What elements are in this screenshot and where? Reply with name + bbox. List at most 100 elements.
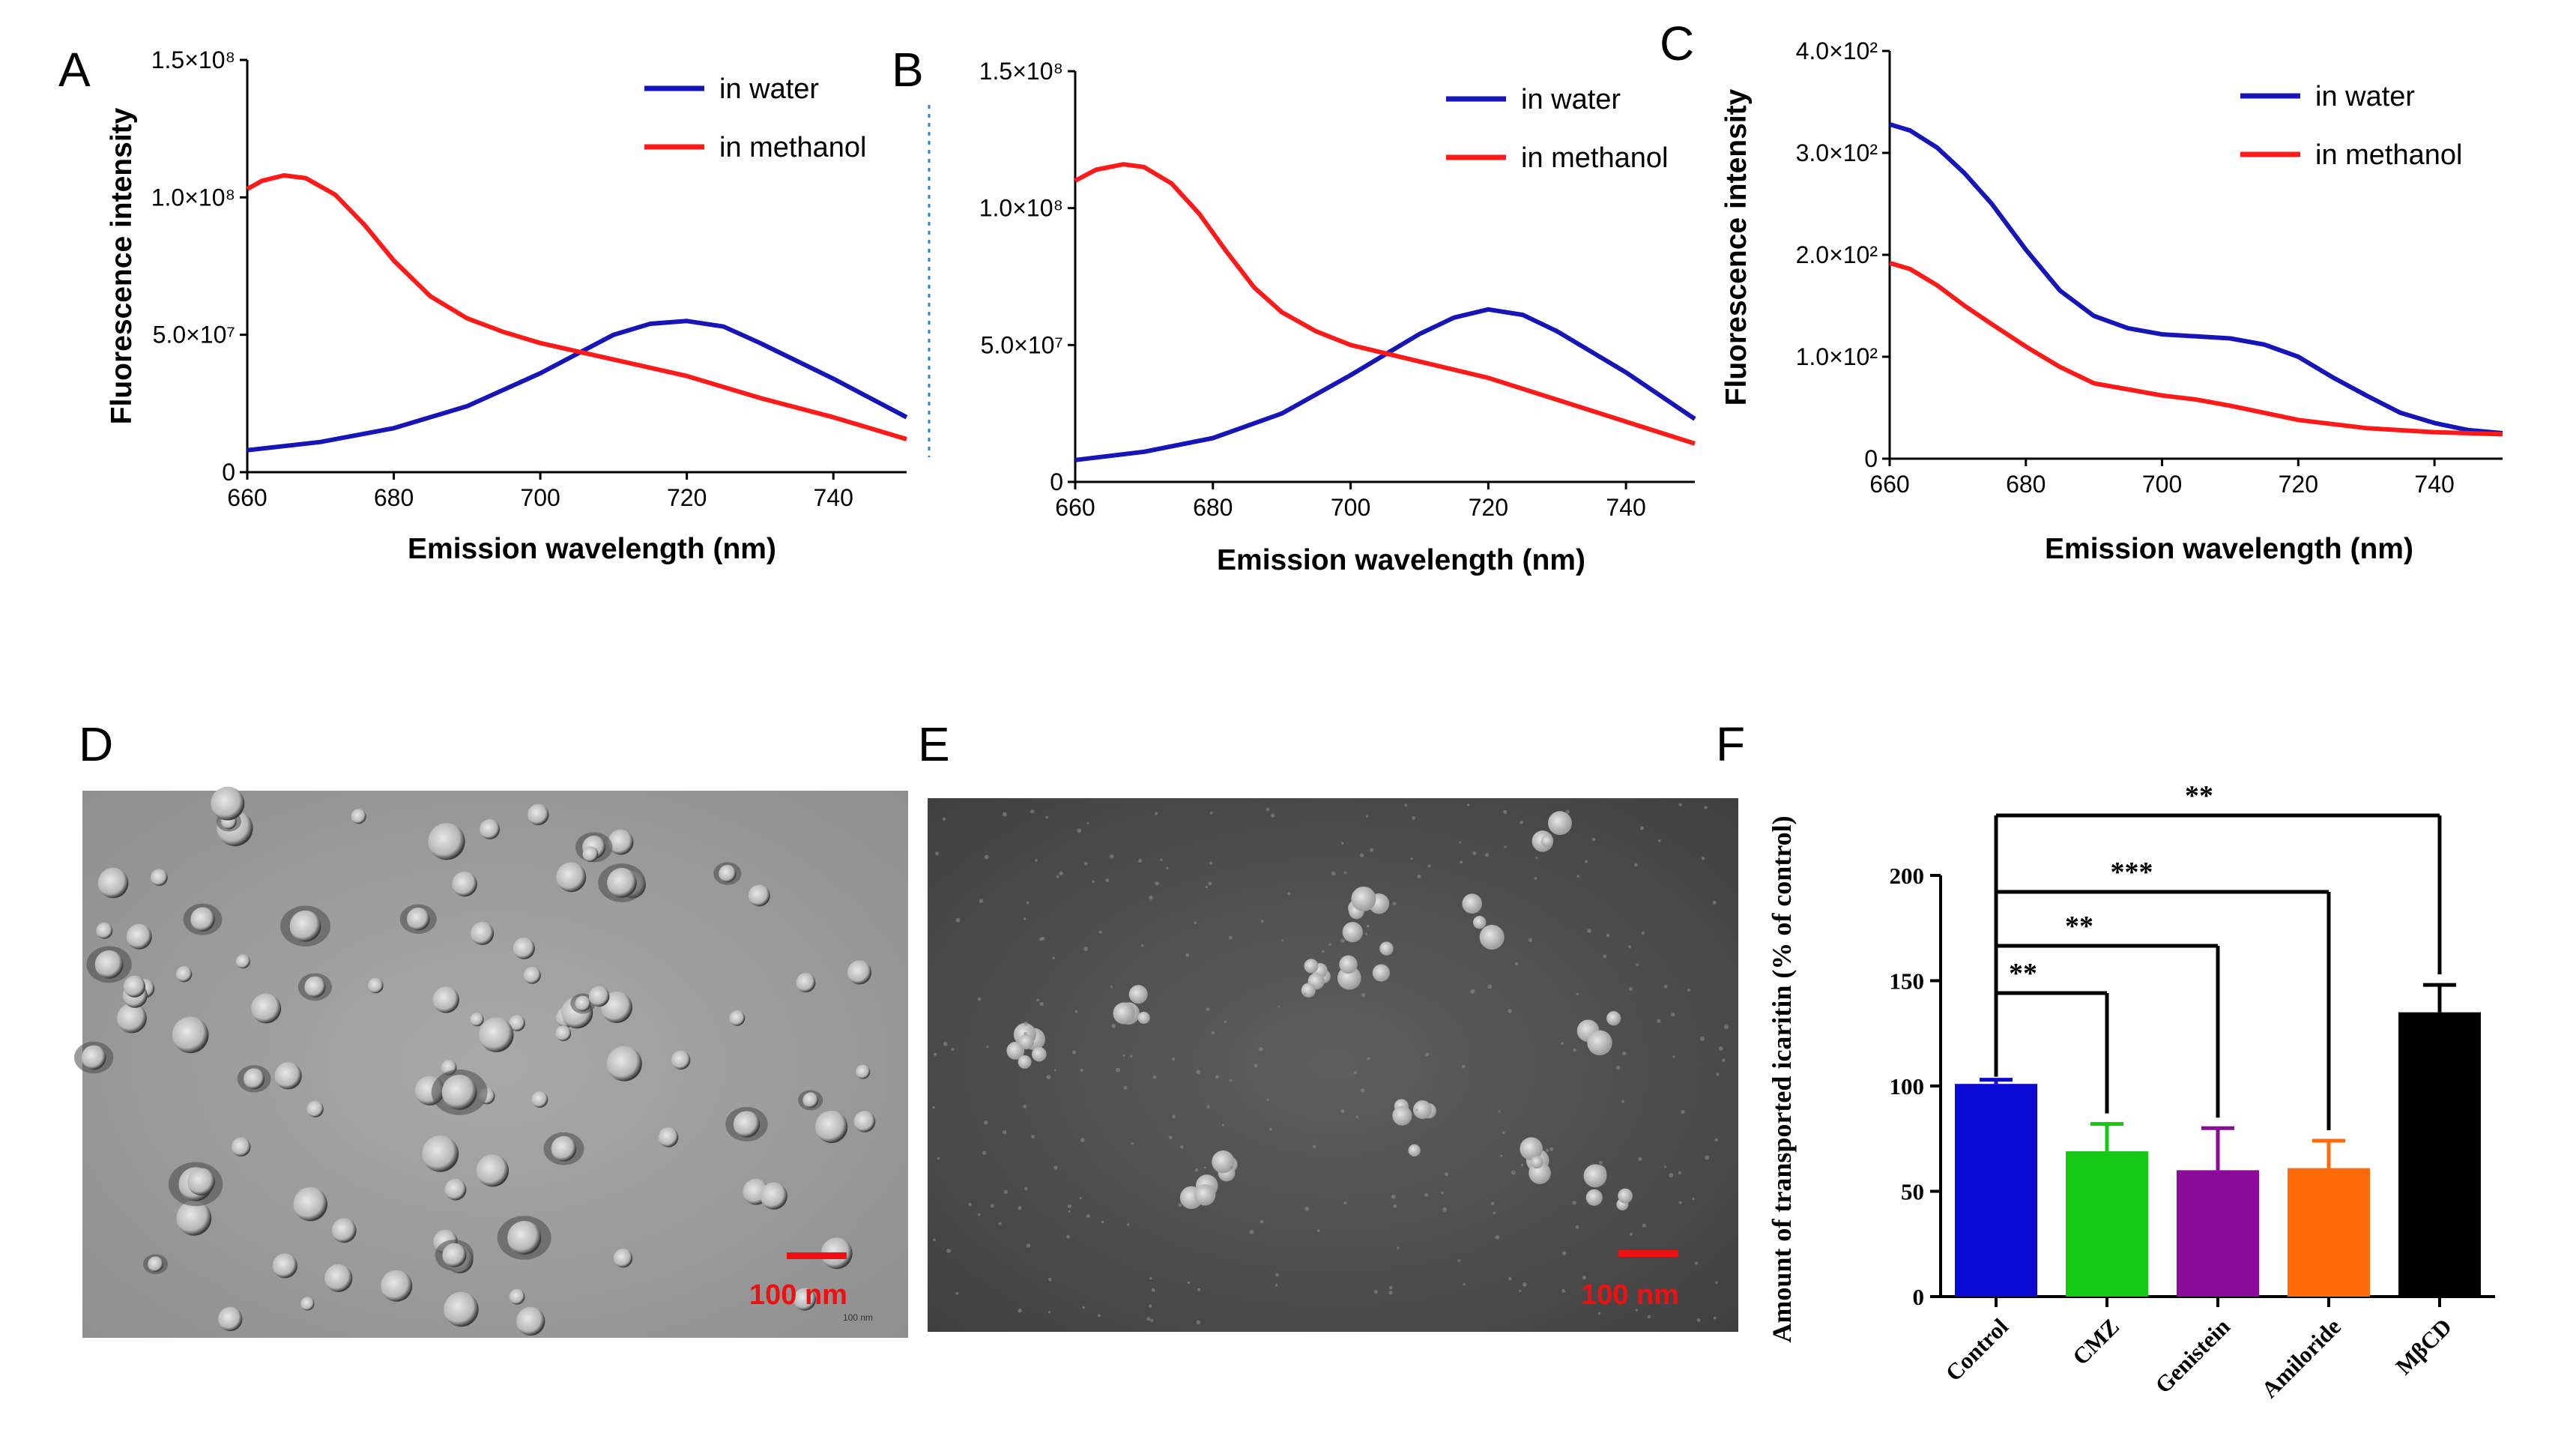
particle-d: [422, 1135, 459, 1172]
grain-e: [1024, 917, 1027, 920]
grain-e: [1562, 1251, 1567, 1255]
particle-d: [551, 1135, 577, 1162]
grain-e: [1647, 1315, 1651, 1319]
chart-c: 660 680 700 720 740 0 1.0×10² 2.0×10² 3.0×10² 4.0…: [1720, 37, 2503, 565]
grain-e: [1270, 813, 1275, 818]
series-line-c-methanol: [1889, 261, 2503, 437]
particle-e: [1018, 1034, 1034, 1050]
grain-e: [1206, 1105, 1210, 1108]
grain-e: [1575, 1225, 1579, 1229]
tem-image-e: 100 nm: [928, 798, 1738, 1332]
series-line-a-water: [247, 319, 908, 453]
particle-d: [251, 993, 282, 1024]
grain-e: [1052, 956, 1055, 960]
particle-d: [606, 1046, 642, 1081]
x-tick-label-b: 680: [1193, 494, 1233, 521]
grain-e: [1391, 1194, 1396, 1199]
particle-d: [452, 871, 477, 897]
grain-e: [1392, 902, 1397, 906]
grain-e: [1275, 1273, 1279, 1277]
grain-e: [1080, 1068, 1083, 1073]
grain-e: [1205, 885, 1209, 889]
legend-label-c: in water: [2315, 81, 2415, 112]
particle-d: [151, 869, 168, 887]
grain-e: [968, 1203, 972, 1207]
grain-e: [1203, 1166, 1206, 1169]
grain-e: [1484, 852, 1490, 857]
particle-e: [1006, 1042, 1025, 1060]
grain-e: [1228, 935, 1233, 940]
grain-e: [1185, 953, 1189, 957]
particle-e: [1194, 1184, 1216, 1206]
grain-e: [932, 1105, 935, 1109]
particle-d: [218, 1306, 243, 1332]
grain-e: [933, 1238, 936, 1241]
grain-e: [1470, 989, 1475, 994]
particle-d: [509, 1015, 526, 1032]
bar-3: [2288, 1168, 2370, 1297]
particle-e: [1128, 985, 1148, 1004]
particle-d: [442, 1243, 467, 1267]
particle-e: [1212, 1150, 1235, 1174]
grain-e: [1572, 1201, 1576, 1205]
grain-e: [1370, 848, 1374, 852]
grain-e: [1366, 924, 1370, 928]
particle-e: [1379, 941, 1394, 956]
bar-1: [2066, 1151, 2148, 1297]
y-tick-label-f: 200: [1890, 863, 1925, 889]
y-axis-label-a: Fluorescence intensity: [106, 107, 138, 424]
grain-e: [1427, 864, 1431, 868]
grain-e: [1461, 1064, 1466, 1069]
x-axis-label-a: Emission wavelength (nm): [408, 533, 776, 565]
grain-e: [1211, 1031, 1215, 1035]
grain-e: [1215, 1075, 1219, 1079]
grain-e: [1657, 839, 1661, 842]
grain-e: [1597, 1312, 1601, 1315]
y-axis-label-c: Fluorescence intensity: [1720, 88, 1753, 405]
x-tick-label-b: 660: [1055, 494, 1095, 521]
grain-e: [1160, 858, 1163, 861]
tem-image-e-background: [928, 798, 1738, 1332]
grain-e: [1410, 857, 1413, 860]
grain-e: [1131, 1141, 1134, 1145]
particle-e: [1137, 1011, 1150, 1025]
grain-e: [1678, 803, 1682, 806]
grain-e: [1636, 963, 1639, 966]
particle-d: [232, 1137, 251, 1157]
sig-label-3: **: [2185, 780, 2213, 812]
y-tick-label-c: 3.0×10²: [1796, 139, 1878, 166]
grain-e: [942, 817, 946, 821]
grain-e: [1493, 1211, 1496, 1215]
grain-e: [1638, 1156, 1642, 1162]
grain-e: [1111, 1024, 1116, 1028]
category-label-2: Genistein: [2150, 1313, 2235, 1399]
grain-e: [1149, 1318, 1154, 1323]
particle-d: [274, 1062, 302, 1090]
particle-d: [96, 922, 113, 939]
particle-d: [444, 1291, 479, 1327]
grain-e: [1463, 1282, 1466, 1286]
grain-e: [1039, 1001, 1044, 1007]
particle-e: [1301, 983, 1316, 998]
particle-d: [148, 1256, 163, 1273]
grain-e: [1030, 809, 1035, 814]
grain-e: [1511, 1170, 1516, 1175]
grain-e: [1122, 1055, 1125, 1058]
grain-e: [1591, 837, 1596, 842]
series-line-c-water: [1889, 122, 2503, 435]
particle-d: [796, 973, 816, 993]
particle-e: [1583, 1164, 1607, 1188]
grain-e: [1639, 826, 1644, 830]
particle-d: [471, 922, 495, 945]
scale-label-e: 100 nm: [1581, 1279, 1679, 1311]
grain-e: [1187, 1281, 1191, 1285]
grain-e: [984, 854, 989, 860]
chart-f: 0 50 100 150 200 Control CMZ Genistein Amiloride…: [1767, 780, 2495, 1403]
particle-d: [407, 908, 430, 931]
grain-e: [1030, 1135, 1035, 1139]
scale-bar-d: [787, 1252, 847, 1259]
grain-e: [1663, 985, 1668, 989]
particle-d: [470, 1013, 484, 1027]
grain-e: [1425, 1052, 1430, 1057]
grain-e: [1221, 1123, 1225, 1126]
